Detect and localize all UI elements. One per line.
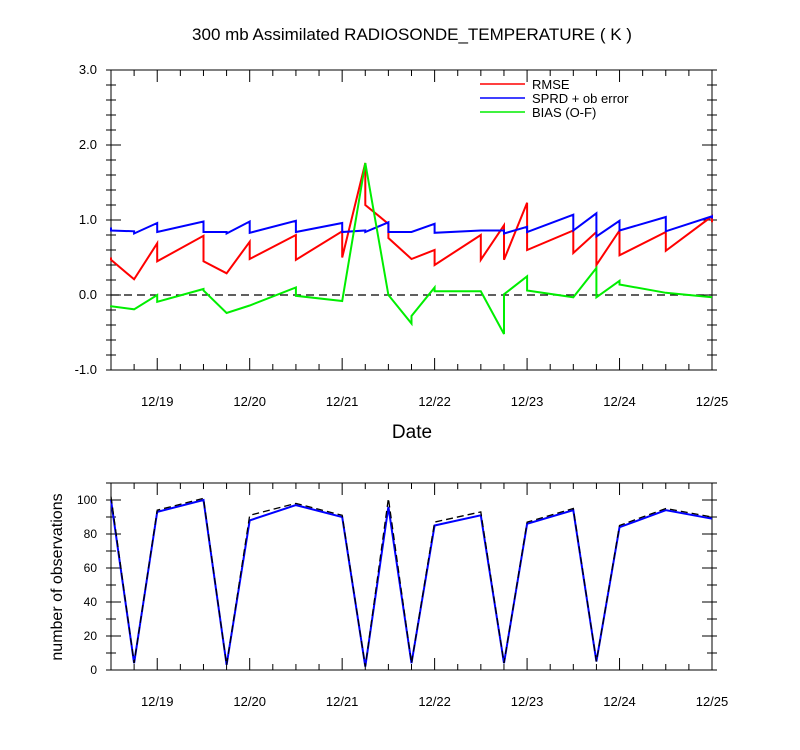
x-tick-label: 12/22 <box>418 394 451 409</box>
top-chart-x-label: Date <box>392 422 432 443</box>
y-tick-label: 2.0 <box>79 137 97 152</box>
y-tick-label: 40 <box>84 595 98 609</box>
x-tick-label: 12/19 <box>141 394 174 409</box>
y-tick-label: -1.0 <box>75 362 97 377</box>
y-tick-label: 0 <box>90 663 97 677</box>
x-tick-label: 12/21 <box>326 394 359 409</box>
y-tick-label: 80 <box>84 527 98 541</box>
bottom-chart-y-label: number of observations <box>49 493 66 660</box>
top-chart-title: 300 mb Assimilated RADIOSONDE_TEMPERATUR… <box>192 25 632 44</box>
y-tick-label: 60 <box>84 561 98 575</box>
top-chart: 12/19 12/20 12/21 12/22 12/23 12/24 12/25 -1.0 0… <box>75 62 729 409</box>
series-line-3 <box>110 162 713 335</box>
x-tick-label: 12/22 <box>418 694 451 709</box>
legend-label-1: RMSE <box>532 77 570 92</box>
x-tick-label: 12/20 <box>233 394 266 409</box>
bottom-chart: 12/19 12/20 12/21 12/22 12/23 12/24 12/25 0 20 40… <box>77 482 729 709</box>
x-tick-label: 12/20 <box>233 694 266 709</box>
x-tick-label: 12/23 <box>511 694 544 709</box>
x-tick-label: 12/23 <box>511 394 544 409</box>
y-tick-label: 0.0 <box>79 287 97 302</box>
x-tick-label: 12/19 <box>141 694 174 709</box>
x-tick-label: 12/24 <box>603 694 636 709</box>
x-tick-label: 12/21 <box>326 694 359 709</box>
legend-label-3: BIAS (O-F) <box>532 105 596 120</box>
plot-frame <box>110 482 713 671</box>
x-tick-label: 12/25 <box>696 694 729 709</box>
x-tick-label: 12/24 <box>603 394 636 409</box>
legend-label-2: SPRD + ob error <box>532 91 629 106</box>
y-tick-label: 100 <box>77 493 97 507</box>
series-line-2 <box>110 496 713 667</box>
y-tick-label: 3.0 <box>79 62 97 77</box>
series-line-2 <box>110 211 713 239</box>
series-line-1 <box>110 162 713 281</box>
y-tick-label: 20 <box>84 629 98 643</box>
x-tick-label: 12/25 <box>696 394 729 409</box>
y-tick-label: 1.0 <box>79 212 97 227</box>
